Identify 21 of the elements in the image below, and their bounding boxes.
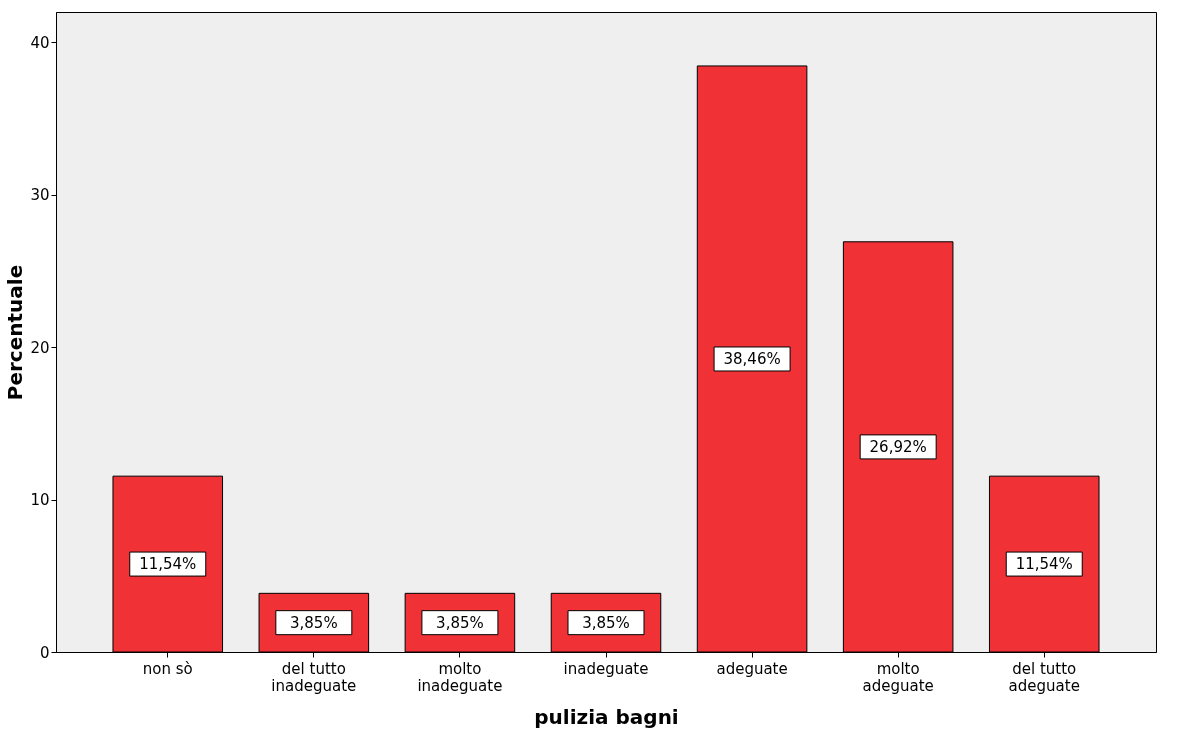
data-label: 11,54% (1015, 555, 1073, 574)
data-label: 3,85% (436, 613, 484, 632)
data-label: 38,46% (723, 349, 781, 368)
x-tick-label: molto adeguate (862, 659, 934, 695)
y-axis-title: Percentuale (3, 264, 28, 401)
x-tick-label: non sò (142, 659, 193, 678)
x-tick-label: del tutto inadeguate (271, 659, 357, 695)
x-axis-title: pulizia bagni (534, 704, 679, 729)
y-tick-label: 30 (30, 186, 50, 205)
y-tick-label: 0 (39, 643, 50, 662)
x-tick-label: inadeguate (563, 659, 649, 678)
data-label: 3,85% (582, 613, 630, 632)
data-label: 3,85% (290, 613, 338, 632)
x-tick-label: adeguate (716, 659, 788, 678)
data-label: 26,92% (869, 437, 927, 456)
y-tick-label: 20 (30, 338, 50, 357)
y-tick-label: 10 (30, 491, 50, 510)
y-tick-label: 40 (30, 33, 50, 52)
x-tick-label: molto inadeguate (417, 659, 503, 695)
data-label: 11,54% (139, 555, 197, 574)
x-tick-label: del tutto adeguate (1008, 659, 1080, 695)
